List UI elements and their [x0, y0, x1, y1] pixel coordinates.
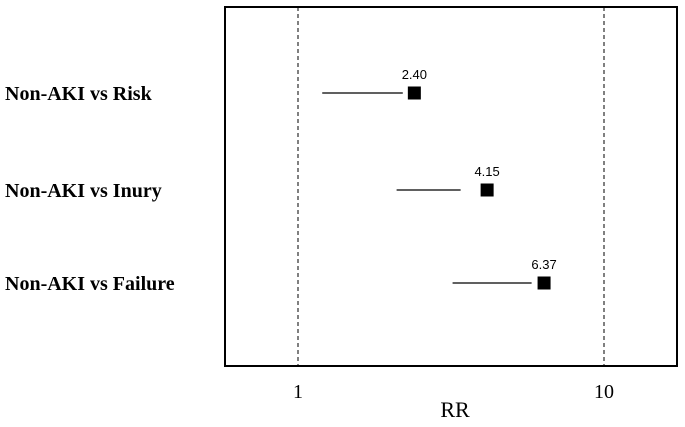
study-rows: Non-AKI vs Risk 2.40 Non-AKI vs Inury 4.15 N…	[5, 67, 557, 295]
value-label: 6.37	[531, 257, 556, 272]
row-label: Non-AKI vs Failure	[5, 273, 175, 295]
x-tick-label: 10	[594, 381, 614, 403]
point-estimate-marker	[407, 86, 421, 100]
point-estimate-marker	[480, 183, 494, 197]
x-axis-ticks: 1 10	[293, 381, 614, 403]
value-label: 2.40	[402, 67, 427, 82]
point-estimate-marker	[537, 276, 551, 290]
x-axis-title: RR	[440, 397, 470, 422]
row-label: Non-AKI vs Risk	[5, 83, 153, 105]
plot-frame	[224, 6, 678, 367]
value-label: 4.15	[474, 164, 499, 179]
row-label: Non-AKI vs Inury	[5, 180, 162, 202]
x-tick-label: 1	[293, 381, 303, 403]
reference-lines	[297, 7, 605, 366]
